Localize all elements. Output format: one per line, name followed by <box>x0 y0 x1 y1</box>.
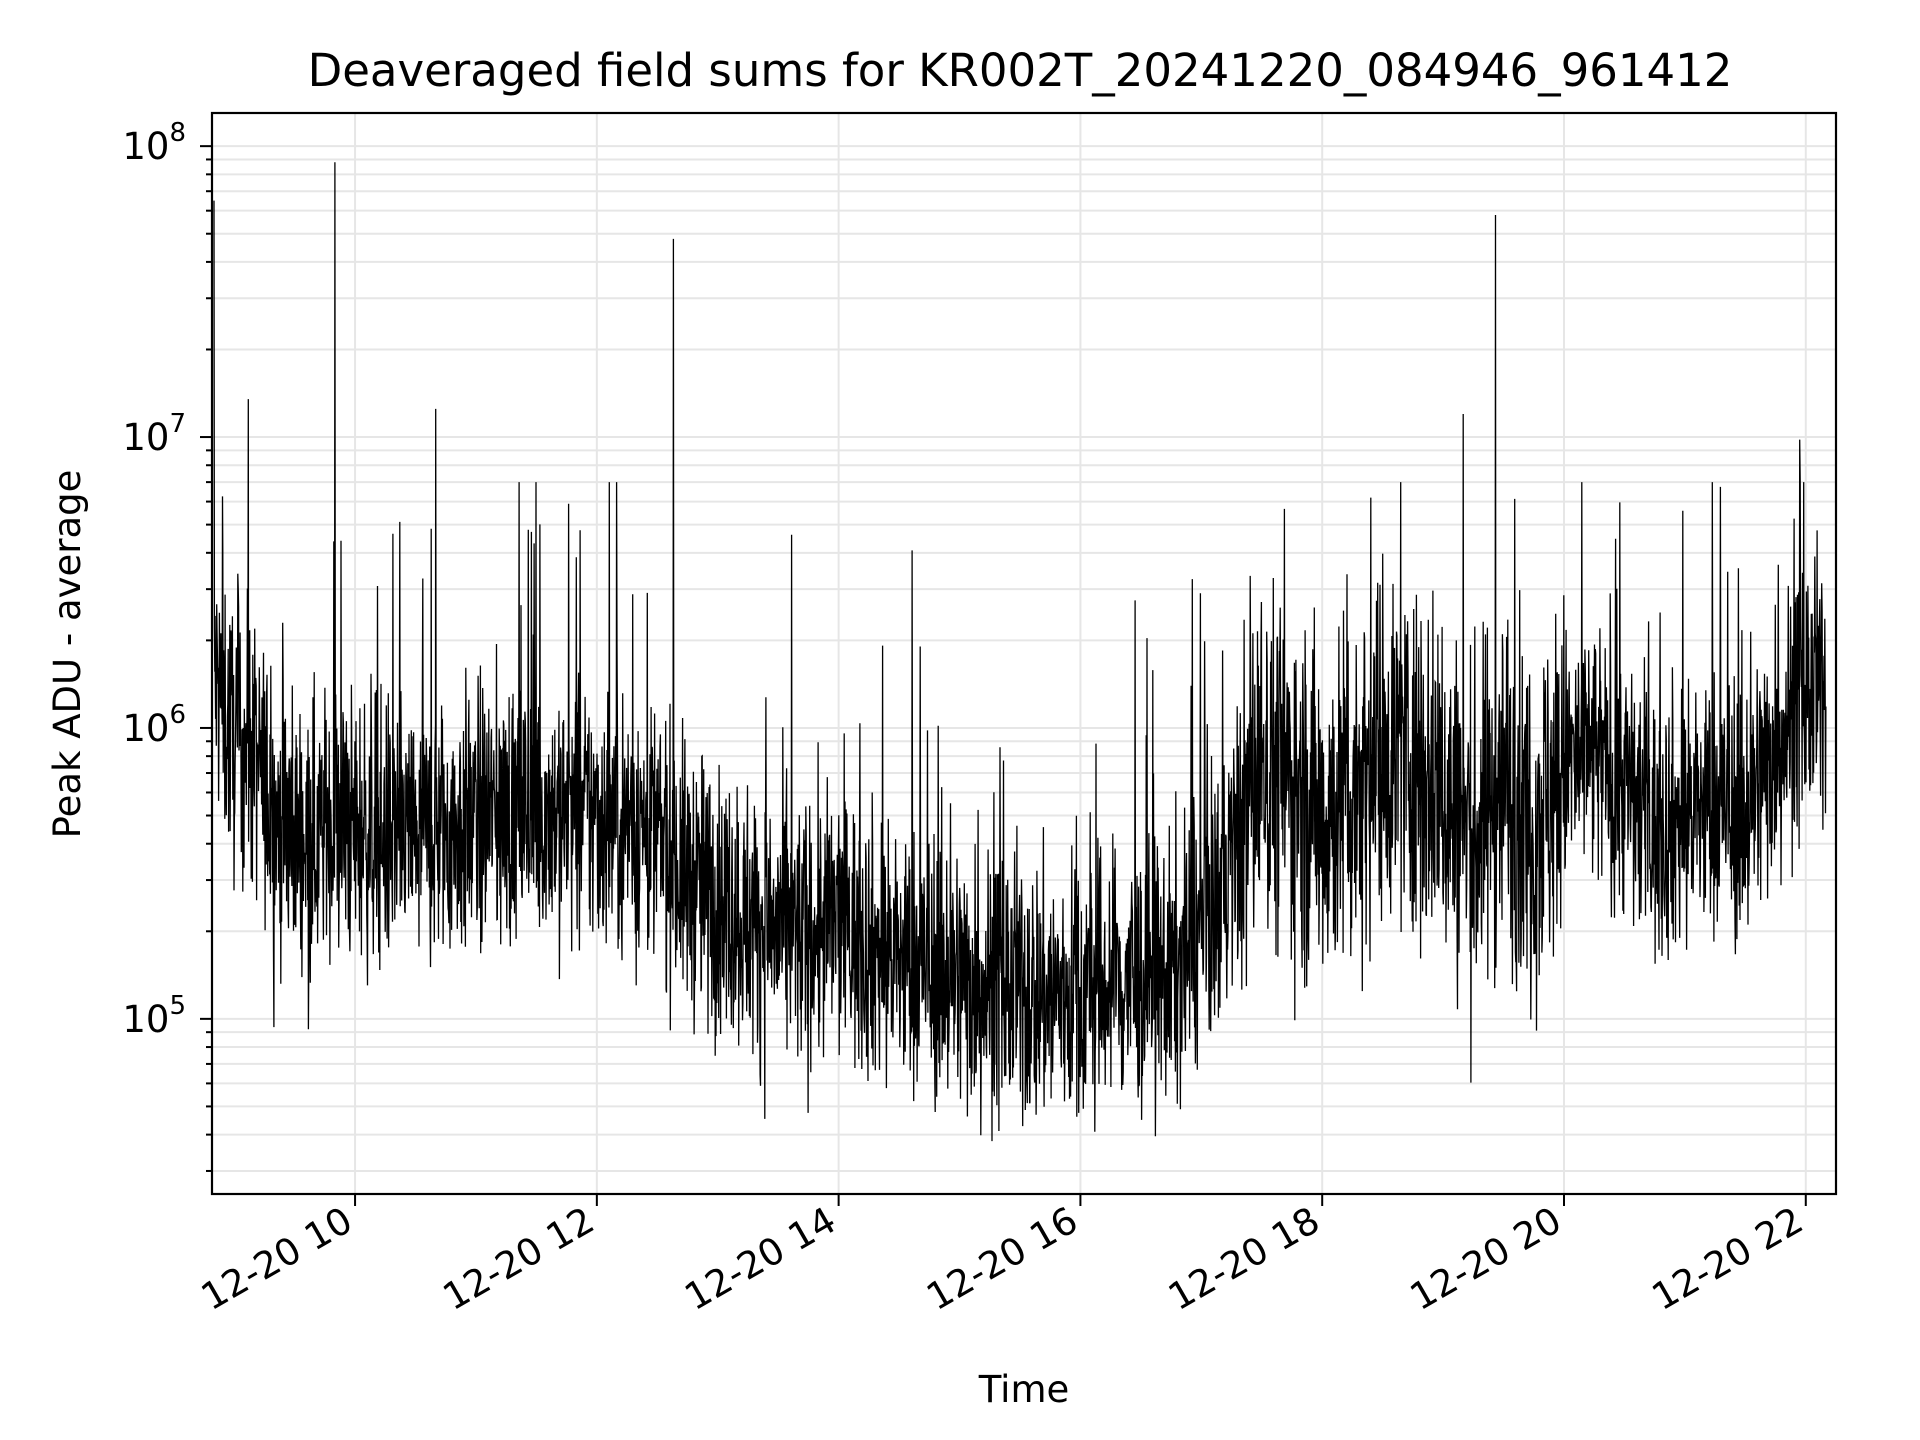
series-line <box>213 162 1827 1142</box>
y-tick-label: 106 <box>122 700 186 750</box>
y-tick-label: 108 <box>122 118 186 168</box>
y-axis-label: Peak ADU - average <box>46 470 89 839</box>
y-axis: 105 106 107 108 <box>122 118 212 1172</box>
series-layer <box>213 162 1827 1142</box>
y-tick-label: 107 <box>122 409 186 459</box>
chart-title: Deaveraged field sums for KR002T_2024122… <box>308 44 1733 97</box>
plot-frame <box>210 111 1838 1196</box>
y-tick-label: 105 <box>122 991 186 1041</box>
x-axis-label: Time <box>978 1368 1070 1411</box>
